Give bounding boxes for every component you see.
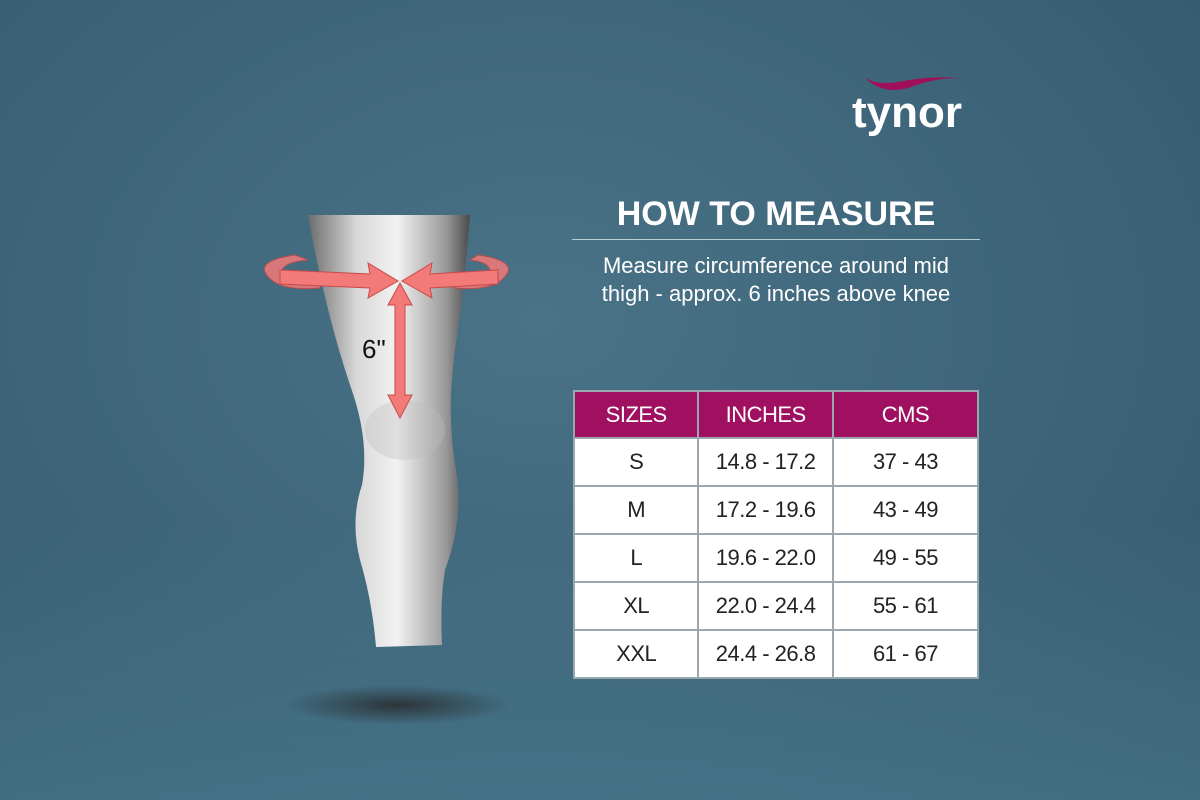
inches-cell: 17.2 - 19.6 (697, 485, 834, 535)
inches-cell: 22.0 - 24.4 (697, 581, 834, 631)
inches-cell: 24.4 - 26.8 (697, 629, 834, 679)
header-inches: INCHES (697, 390, 834, 439)
size-cell: L (572, 533, 700, 583)
logo-swoosh-icon (860, 72, 972, 90)
leg-shape (308, 215, 470, 647)
size-cell: XXL (572, 629, 700, 679)
measure-instructions: Measure circumference around mid thigh -… (566, 252, 986, 308)
table-row: S 14.8 - 17.2 37 - 43 (572, 437, 980, 487)
size-chart-table: SIZES INCHES CMS S 14.8 - 17.2 37 - 43 M… (572, 390, 980, 679)
inches-cell: 19.6 - 22.0 (697, 533, 834, 583)
tynor-logo (860, 72, 972, 90)
inches-cell: 14.8 - 17.2 (697, 437, 834, 487)
cms-cell: 43 - 49 (831, 485, 980, 535)
cms-cell: 61 - 67 (831, 629, 980, 679)
table-header-row: SIZES INCHES CMS (572, 390, 980, 439)
title-divider (572, 239, 980, 240)
table-row: XL 22.0 - 24.4 55 - 61 (572, 581, 980, 631)
cms-cell: 37 - 43 (831, 437, 980, 487)
circumference-band (263, 254, 509, 420)
leg-shadow (283, 685, 513, 725)
cms-cell: 55 - 61 (831, 581, 980, 631)
page-title: HOW TO MEASURE (616, 195, 936, 233)
cms-cell: 49 - 55 (831, 533, 980, 583)
table-row: XXL 24.4 - 26.8 61 - 67 (572, 629, 980, 679)
instruction-line-1: Measure circumference around mid (602, 253, 950, 278)
size-cell: S (572, 437, 700, 487)
size-cell: XL (572, 581, 700, 631)
knee-leg-illustration: 6" (263, 215, 513, 725)
table-row: M 17.2 - 19.6 43 - 49 (572, 485, 980, 535)
six-inch-label: 6" (362, 334, 386, 364)
header-sizes: SIZES (572, 390, 700, 439)
logo-text: tynor (852, 88, 962, 137)
header-cms: CMS (831, 390, 980, 439)
size-cell: M (572, 485, 700, 535)
instruction-line-2: thigh - approx. 6 inches above knee (601, 281, 951, 306)
vertical-arrow (387, 281, 413, 420)
table-row: L 19.6 - 22.0 49 - 55 (572, 533, 980, 583)
